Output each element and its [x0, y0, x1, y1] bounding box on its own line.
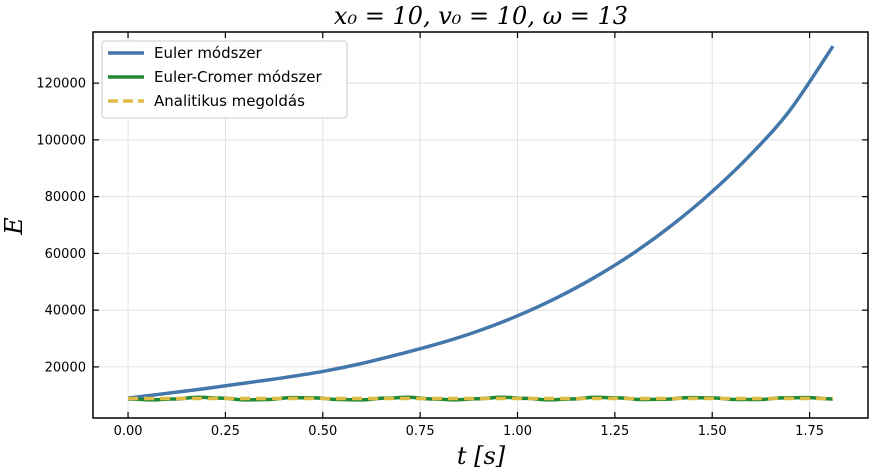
grid [93, 32, 868, 418]
y-tick-label: 100000 [36, 133, 86, 148]
y-tick-label: 60000 [45, 247, 86, 262]
y-tick-label: 20000 [45, 360, 86, 375]
legend-label-analytic: Analitikus megoldás [154, 92, 305, 110]
series-layer [127, 45, 835, 402]
x-tick-label: 0.50 [308, 424, 337, 439]
y-tick-label: 120000 [36, 77, 86, 92]
y-tick-label: 80000 [45, 190, 86, 205]
legend-label-euler: Euler módszer [154, 44, 263, 62]
legend-label-euler-cromer: Euler-Cromer módszer [154, 68, 322, 86]
legend: Euler módszer Euler-Cromer módszer Anali… [101, 40, 348, 119]
plot-frame [92, 31, 869, 419]
chart-title: x₀ = 10, v₀ = 10, ω = 13 [334, 2, 628, 30]
x-tick-label: 0.25 [211, 424, 240, 439]
x-tick-label: 1.25 [600, 424, 629, 439]
y-tick-label: 40000 [45, 304, 86, 319]
x-tick-label: 0.75 [406, 424, 435, 439]
ticks: 0.00 0.25 0.50 0.75 1.00 1.25 1.50 1.75 20000 400… [36, 32, 868, 439]
x-tick-label: 1.00 [503, 424, 532, 439]
x-tick-label: 1.50 [698, 424, 727, 439]
legend-box [101, 40, 348, 119]
y-axis-label: E [0, 217, 28, 236]
x-tick-label: 1.75 [795, 424, 824, 439]
euler-series-line [127, 45, 835, 400]
x-axis-label: t [s] [457, 442, 506, 470]
x-tick-label: 0.00 [114, 424, 143, 439]
